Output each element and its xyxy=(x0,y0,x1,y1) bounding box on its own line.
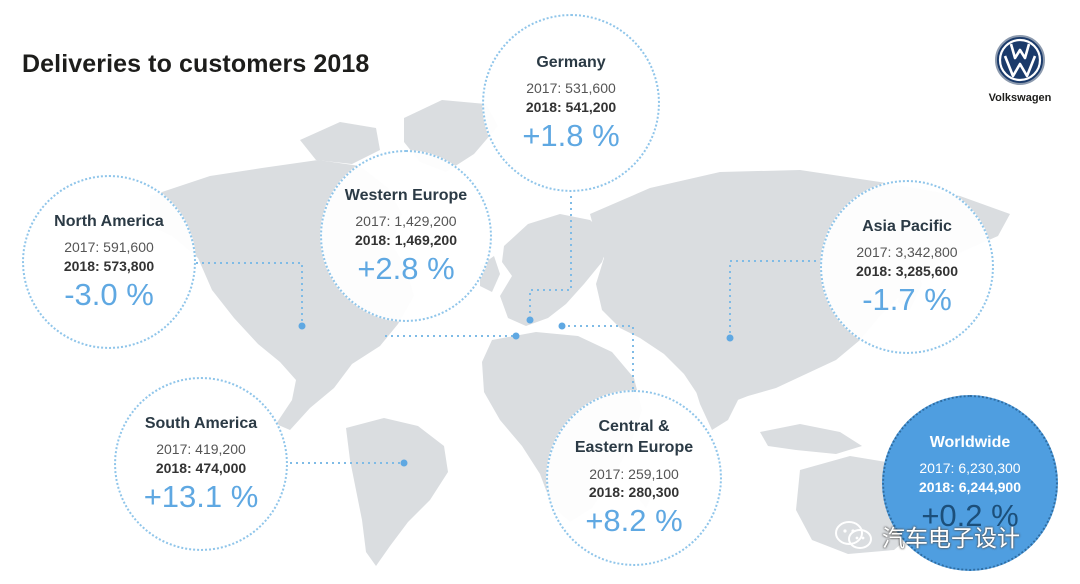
connector-central-eastern-europe xyxy=(562,325,634,392)
dot-germany xyxy=(526,316,534,324)
bubble-worldwide: Worldwide 2017: 6,230,300 2018: 6,244,90… xyxy=(882,395,1058,571)
bubble-germany: Germany 2017: 531,600 2018: 541,200 +1.8… xyxy=(482,14,660,192)
watermark: 汽车电子设计 xyxy=(834,519,1020,553)
bubble-western-europe: Western Europe 2017: 1,429,200 2018: 1,4… xyxy=(320,150,492,322)
change-percent: +0.2 % xyxy=(921,497,1019,533)
value-2018: 2018: 3,285,600 xyxy=(856,262,958,279)
value-2017: 2017: 3,342,800 xyxy=(856,244,958,261)
value-2017: 2017: 6,230,300 xyxy=(919,460,1021,477)
dot-south-america xyxy=(400,459,408,467)
connector-lines xyxy=(196,190,822,464)
value-2017: 2017: 419,200 xyxy=(156,441,246,458)
region-name: South America xyxy=(144,414,258,432)
india-landmass xyxy=(690,366,742,430)
change-percent: -3.0 % xyxy=(64,276,154,312)
change-percent: +2.8 % xyxy=(357,250,455,286)
europe-landmass xyxy=(500,214,610,326)
bubble-south-america: South America 2017: 419,200 2018: 474,00… xyxy=(114,377,288,551)
bubble-asia-pacific: Asia Pacific 2017: 3,342,800 2018: 3,285… xyxy=(820,180,994,354)
region-name: Asia Pacific xyxy=(862,217,952,235)
change-percent: +8.2 % xyxy=(585,503,683,539)
region-name: Worldwide xyxy=(929,433,1011,451)
value-2017: 2017: 591,600 xyxy=(64,239,154,256)
region-name: Central & Eastern Europe xyxy=(574,418,694,456)
value-2017: 2017: 259,100 xyxy=(589,465,679,482)
change-percent: +13.1 % xyxy=(143,478,259,514)
connector-asia-pacific xyxy=(729,260,822,338)
arctic-islands xyxy=(300,122,380,164)
value-2017: 2017: 531,600 xyxy=(526,80,616,97)
value-2017: 2017: 1,429,200 xyxy=(355,213,457,230)
dot-western-europe xyxy=(512,332,520,340)
dot-central-eastern-europe xyxy=(558,322,566,330)
bubble-central-eastern-europe: Central & Eastern Europe 2017: 259,100 2… xyxy=(546,390,722,566)
region-name: North America xyxy=(54,212,164,230)
change-percent: -1.7 % xyxy=(862,281,952,317)
region-name: Germany xyxy=(536,53,606,71)
indonesia-islands xyxy=(760,424,862,454)
value-2018: 2018: 541,200 xyxy=(525,98,617,115)
watermark-text: 汽车电子设计 xyxy=(882,526,1020,552)
region-name: Western Europe xyxy=(344,186,468,204)
connector-germany xyxy=(529,190,572,318)
dot-asia-pacific xyxy=(726,334,734,342)
value-2018: 2018: 6,244,900 xyxy=(919,478,1021,495)
dot-north-america xyxy=(298,322,306,330)
brand-logo: Volkswagen xyxy=(980,34,1060,104)
page-title: Deliveries to customers 2018 xyxy=(22,50,370,78)
bubble-north-america: North America 2017: 591,600 2018: 573,80… xyxy=(22,175,196,349)
change-percent: +1.8 % xyxy=(522,117,620,153)
location-dots xyxy=(298,316,734,467)
value-2018: 2018: 573,800 xyxy=(63,257,155,274)
vw-logo-icon xyxy=(995,35,1045,85)
south-america-landmass xyxy=(346,418,448,566)
value-2018: 2018: 474,000 xyxy=(155,459,247,476)
value-2018: 2018: 280,300 xyxy=(588,483,680,500)
wechat-icon xyxy=(835,521,872,549)
value-2018: 2018: 1,469,200 xyxy=(355,231,457,248)
brand-name: Volkswagen xyxy=(988,92,1052,104)
